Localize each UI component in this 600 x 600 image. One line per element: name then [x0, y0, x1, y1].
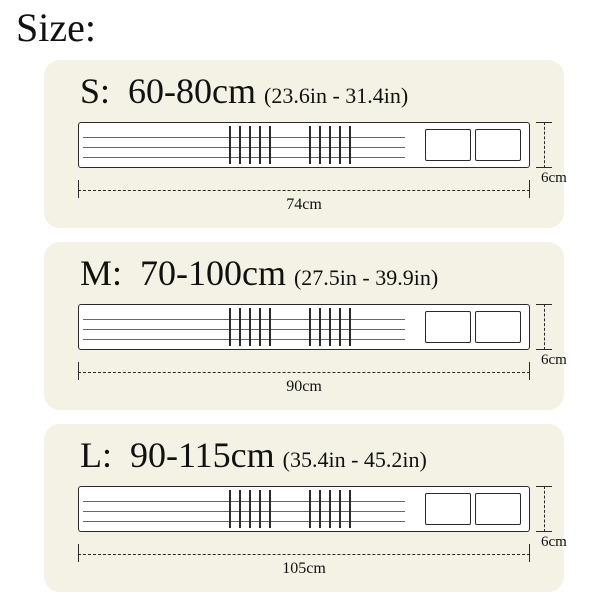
size-card-s: S: 60-80cm (23.6in - 31.4in) 6cm 74cm — [44, 60, 564, 228]
height-dimension: 6cm — [538, 122, 564, 168]
belt-height-label: 6cm — [541, 170, 567, 187]
width-dimension: 90cm — [78, 364, 530, 394]
size-letter: S: — [80, 71, 110, 111]
belt-graphic — [78, 486, 530, 532]
size-range-in: (23.6in - 31.4in) — [264, 83, 408, 108]
height-dimension: 6cm — [538, 304, 564, 350]
belt-height-label: 6cm — [541, 352, 567, 369]
belt-graphic — [78, 122, 530, 168]
page-title: Size: — [16, 4, 96, 51]
size-range-in: (35.4in - 45.2in) — [283, 447, 427, 472]
size-line: S: 60-80cm (23.6in - 31.4in) — [80, 70, 408, 112]
belt-graphic — [78, 304, 530, 350]
size-letter: L: — [80, 435, 112, 475]
size-range-cm: 60-80cm — [128, 71, 256, 111]
size-range-cm: 70-100cm — [140, 253, 286, 293]
belt-height-label: 6cm — [541, 534, 567, 551]
width-dimension: 74cm — [78, 182, 530, 212]
size-letter: M: — [80, 253, 122, 293]
size-line: L: 90-115cm (35.4in - 45.2in) — [80, 434, 427, 476]
size-chart: Size: S: 60-80cm (23.6in - 31.4in) 6cm 7… — [0, 0, 600, 600]
size-line: M: 70-100cm (27.5in - 39.9in) — [80, 252, 438, 294]
belt-length-label: 105cm — [78, 560, 530, 578]
size-range-in: (27.5in - 39.9in) — [294, 265, 438, 290]
width-dimension: 105cm — [78, 546, 530, 576]
belt-length-label: 74cm — [78, 196, 530, 214]
belt-length-label: 90cm — [78, 378, 530, 396]
size-card-l: L: 90-115cm (35.4in - 45.2in) 6cm 105cm — [44, 424, 564, 592]
height-dimension: 6cm — [538, 486, 564, 532]
size-range-cm: 90-115cm — [130, 435, 275, 475]
size-card-m: M: 70-100cm (27.5in - 39.9in) 6cm 90cm — [44, 242, 564, 410]
